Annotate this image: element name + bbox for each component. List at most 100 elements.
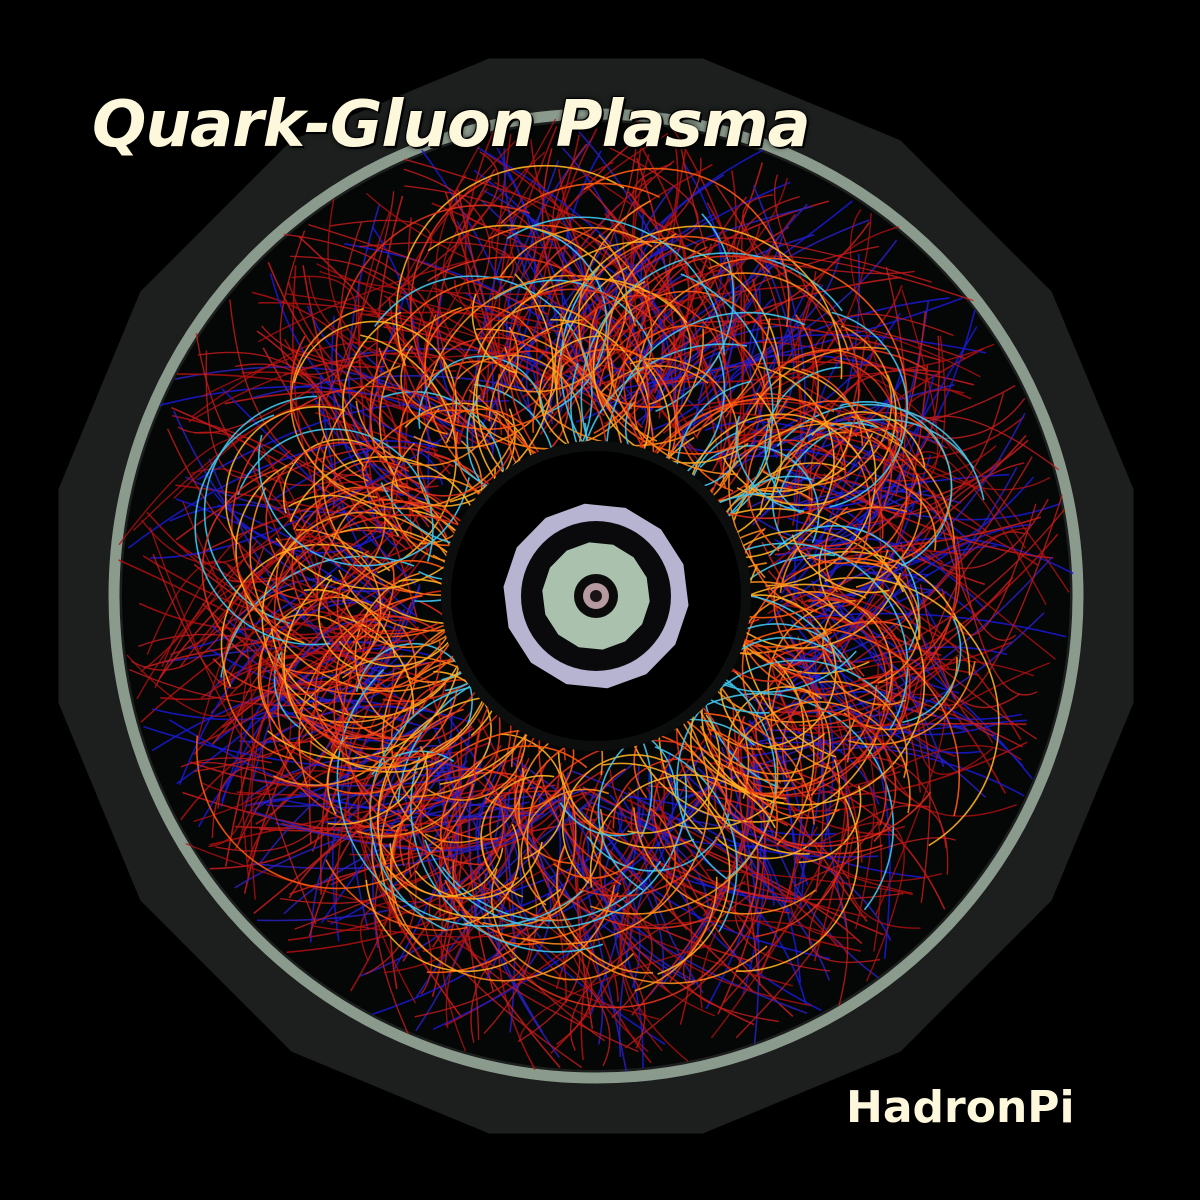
particle-track: [714, 776, 906, 847]
curling-track: [259, 636, 458, 772]
curling-track: [275, 535, 293, 632]
curling-track: [612, 758, 705, 829]
curling-track: [318, 395, 369, 482]
curling-track: [578, 686, 733, 897]
particle-track: [257, 259, 471, 343]
curling-track: [806, 550, 971, 676]
curling-track: [295, 528, 382, 679]
curling-track: [709, 768, 883, 855]
particle-track: [754, 754, 879, 979]
curling-track: [829, 311, 909, 508]
particle-track: [285, 293, 528, 355]
curling-track: [801, 368, 864, 446]
curling-track: [371, 838, 459, 921]
curling-track: [355, 400, 498, 467]
particle-track: [674, 375, 905, 458]
curling-track: [257, 434, 470, 567]
particle-track: [859, 658, 1035, 677]
particle-track: [171, 414, 388, 531]
curling-track: [597, 718, 755, 891]
curling-track: [811, 427, 890, 483]
particle-track: [695, 255, 974, 302]
particle-track: [213, 492, 401, 554]
curling-track: [471, 293, 518, 374]
curling-track: [267, 587, 408, 832]
curling-track: [818, 680, 908, 779]
particle-track: [918, 656, 994, 776]
curling-track: [533, 240, 781, 406]
curling-track: [839, 401, 953, 567]
particle-track: [622, 160, 701, 349]
particle-track: [359, 241, 514, 295]
curling-track: [504, 318, 771, 447]
particle-track: [266, 727, 421, 808]
curling-track: [335, 204, 530, 487]
particle-track: [805, 387, 1026, 440]
particle-track: [497, 237, 514, 437]
curling-track: [440, 745, 588, 875]
particle-track: [661, 245, 880, 356]
curling-track: [762, 647, 865, 677]
particle-track: [679, 143, 762, 409]
curling-track: [389, 843, 504, 898]
curling-track: [500, 182, 660, 224]
particle-track: [404, 185, 537, 276]
curling-track: [390, 745, 429, 830]
particle-track: [752, 287, 809, 447]
particle-track: [578, 874, 653, 1019]
curling-track: [759, 431, 850, 515]
curling-track: [327, 751, 429, 825]
particle-track: [472, 794, 623, 904]
curling-track: [779, 418, 975, 492]
curling-track: [557, 752, 695, 849]
particle-track: [416, 151, 546, 365]
particle-track: [544, 176, 653, 373]
curling-track: [275, 640, 442, 738]
curling-track: [298, 595, 423, 788]
curling-track: [588, 309, 788, 455]
curling-track: [718, 422, 956, 549]
curling-track: [561, 754, 668, 884]
curling-track: [596, 290, 782, 417]
curling-track: [721, 637, 832, 682]
particle-track: [811, 329, 981, 401]
curling-track: [414, 841, 543, 900]
particle-track: [588, 177, 789, 346]
curling-track: [400, 345, 448, 435]
particle-track: [329, 219, 432, 310]
curling-track: [352, 560, 395, 644]
album-title: Quark-Gluon Plasma: [92, 88, 811, 162]
curling-track: [499, 227, 653, 277]
particle-track: [766, 647, 931, 808]
particle-track: [627, 191, 732, 472]
particle-track: [279, 230, 361, 376]
curling-track: [336, 668, 584, 927]
particle-track: [849, 375, 1027, 549]
particle-track: [210, 505, 420, 714]
curling-track: [303, 430, 518, 510]
curling-track: [481, 331, 551, 403]
particle-track: [226, 619, 441, 731]
particle-track: [789, 523, 1033, 715]
particle-track: [813, 756, 947, 849]
particle-track: [772, 729, 880, 805]
particle-track: [403, 168, 491, 342]
curling-track: [707, 728, 779, 839]
curling-track: [634, 876, 718, 992]
particle-track: [581, 814, 752, 963]
curling-track: [634, 402, 884, 539]
curling-track: [293, 320, 458, 444]
particle-track: [152, 553, 253, 689]
curling-track: [316, 501, 468, 598]
particle-track: [494, 143, 594, 377]
curling-track: [295, 555, 440, 635]
particle-track: [735, 866, 845, 1039]
particle-track: [653, 256, 841, 387]
particle-track: [253, 798, 567, 870]
particle-track: [385, 323, 485, 446]
particle-track: [149, 527, 277, 758]
curling-track: [773, 544, 802, 648]
particle-track: [140, 540, 258, 673]
curling-track: [589, 774, 776, 888]
particle-track: [364, 808, 417, 975]
